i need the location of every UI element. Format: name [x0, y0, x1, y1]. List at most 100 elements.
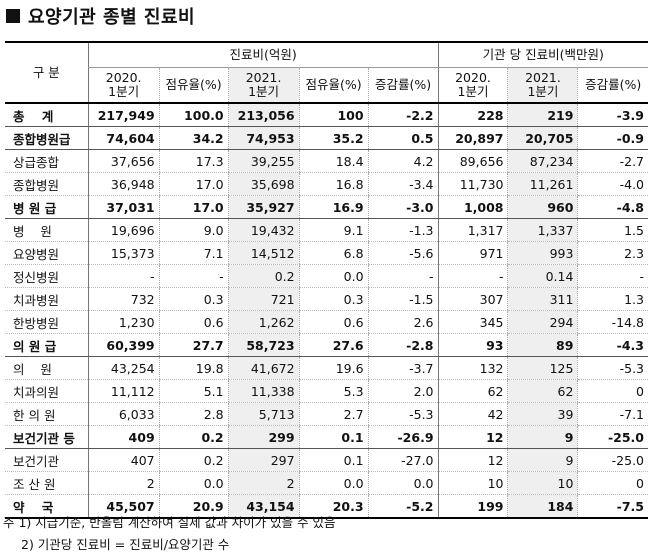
table-cell: -5.3 [367, 402, 439, 426]
table-cell: 299 [227, 425, 300, 449]
table-cell: 45,507 [87, 494, 160, 519]
table-cell: 11,338 [227, 379, 300, 403]
table-cell: - [158, 264, 229, 288]
table-cell: 43,154 [227, 494, 300, 519]
table-cell: 14,512 [227, 241, 300, 265]
table-cell: 36,948 [87, 172, 160, 196]
table-cell: 199 [437, 494, 508, 519]
table-cell: 721 [227, 287, 300, 311]
table-cell: 89,656 [437, 149, 508, 173]
table-row: 한 의 원 6,033 2.8 5,713 2.7 -5.3 42 39 -7.1 [5, 402, 648, 426]
column-header: 증감률(%) [367, 67, 439, 103]
table-cell: 2 [227, 471, 300, 495]
table-cell: 42 [437, 402, 508, 426]
table-cell: -1.5 [367, 287, 439, 311]
table-cell: 60,399 [87, 333, 160, 357]
table-cell: 0.3 [158, 287, 229, 311]
table-cell: -2.2 [367, 103, 439, 127]
table-row: 보건기관 407 0.2 297 0.1 -27.0 12 9 -25.0 [5, 448, 648, 472]
table-row: 치과의원 11,112 5.1 11,338 5.3 2.0 62 62 0 [5, 379, 648, 403]
table-cell: 89 [507, 333, 578, 357]
table-cell: 39,255 [227, 149, 300, 173]
table-cell: 9.1 [298, 218, 369, 242]
table-cell: 0.3 [298, 287, 369, 311]
table-cell: 1.5 [577, 218, 648, 242]
table-cell: 0.2 [158, 448, 229, 472]
table-cell: 307 [437, 287, 508, 311]
table-cell: 5.1 [158, 379, 229, 403]
group-header-per-institution: 기관 당 진료비(백만원) [437, 42, 648, 68]
row-label: 병 원 급 [5, 195, 89, 219]
table-cell: 39 [507, 402, 578, 426]
table-cell: 7.1 [158, 241, 229, 265]
table-row: 총 계 217,949 100.0 213,056 100 -2.2 228 219 -3.9 [5, 103, 648, 127]
table-cell: 19,432 [227, 218, 300, 242]
table-cell: -7.5 [577, 494, 648, 519]
table-cell: -25.0 [577, 425, 648, 449]
table-cell: -5.6 [367, 241, 439, 265]
table-cell: 2.0 [367, 379, 439, 403]
table-cell: 2.6 [367, 310, 439, 334]
square-bullet-icon [6, 9, 20, 23]
table-cell: 213,056 [227, 103, 300, 127]
table-row: 의 원 43,254 19.8 41,672 19.6 -3.7 132 125 -5.3 [5, 356, 648, 380]
table-cell: 219 [507, 103, 578, 127]
table-cell: 0.0 [158, 471, 229, 495]
table-cell: 19,696 [87, 218, 160, 242]
table-cell: 87,234 [507, 149, 578, 173]
table-cell: 297 [227, 448, 300, 472]
table-cell: 125 [507, 356, 578, 380]
table-cell: -0.9 [577, 126, 648, 150]
table-cell: -7.1 [577, 402, 648, 426]
table-cell: 10 [507, 471, 578, 495]
table-cell: 15,373 [87, 241, 160, 265]
table-cell: 0 [577, 471, 648, 495]
table-cell: 0.2 [227, 264, 300, 288]
table-cell: -14.8 [577, 310, 648, 334]
footnotes: 주 1) 지급기준, 반올림 계산하여 실제 값과 차이가 있을 수 있음 2)… [3, 512, 336, 556]
row-label: 종합병원급 [5, 126, 89, 150]
table-cell: 1,230 [87, 310, 160, 334]
table-cell: 20,705 [507, 126, 578, 150]
table-cell: -2.8 [367, 333, 439, 357]
table-cell: 2 [87, 471, 160, 495]
column-header: 점유율(%) [158, 67, 229, 103]
table-cell: -5.3 [577, 356, 648, 380]
table-cell: -3.9 [577, 103, 648, 127]
table-cell: 0.1 [298, 425, 369, 449]
table-cell: 345 [437, 310, 508, 334]
table-cell: 1,008 [437, 195, 508, 219]
table-cell: 20.3 [298, 494, 369, 519]
table-cell: -1.3 [367, 218, 439, 242]
table-row: 의 원 급 60,399 27.7 58,723 27.6 -2.8 93 89 -4.3 [5, 333, 648, 357]
table-cell: 62 [437, 379, 508, 403]
table-cell: 20.9 [158, 494, 229, 519]
table-cell: 6.8 [298, 241, 369, 265]
table-cell: 732 [87, 287, 160, 311]
table-row: 치과병원 732 0.3 721 0.3 -1.5 307 311 1.3 [5, 287, 648, 311]
table-row: 조 산 원 2 0.0 2 0.0 0.0 10 10 0 [5, 471, 648, 495]
table-cell: 19.6 [298, 356, 369, 380]
table-cell: 16.8 [298, 172, 369, 196]
table-cell: 37,031 [87, 195, 160, 219]
table-cell: 19.8 [158, 356, 229, 380]
table-cell: 0.0 [367, 471, 439, 495]
row-label: 총 계 [5, 103, 89, 127]
table-cell: 17.0 [158, 172, 229, 196]
row-label: 조 산 원 [5, 471, 89, 495]
table-cell: 294 [507, 310, 578, 334]
table-cell: 93 [437, 333, 508, 357]
table-cell: 228 [437, 103, 508, 127]
table-cell: 12 [437, 448, 508, 472]
table-cell: -2.7 [577, 149, 648, 173]
table-cell: 100.0 [158, 103, 229, 127]
table-cell: 27.6 [298, 333, 369, 357]
table-cell: 18.4 [298, 149, 369, 173]
table-cell: -3.7 [367, 356, 439, 380]
row-label: 치과의원 [5, 379, 89, 403]
table-cell: 993 [507, 241, 578, 265]
row-label: 치과병원 [5, 287, 89, 311]
table-cell: 409 [87, 425, 160, 449]
row-label: 보건기관 [5, 448, 89, 472]
table-row: 종합병원 36,948 17.0 35,698 16.8 -3.4 11,730 11,261… [5, 172, 648, 196]
